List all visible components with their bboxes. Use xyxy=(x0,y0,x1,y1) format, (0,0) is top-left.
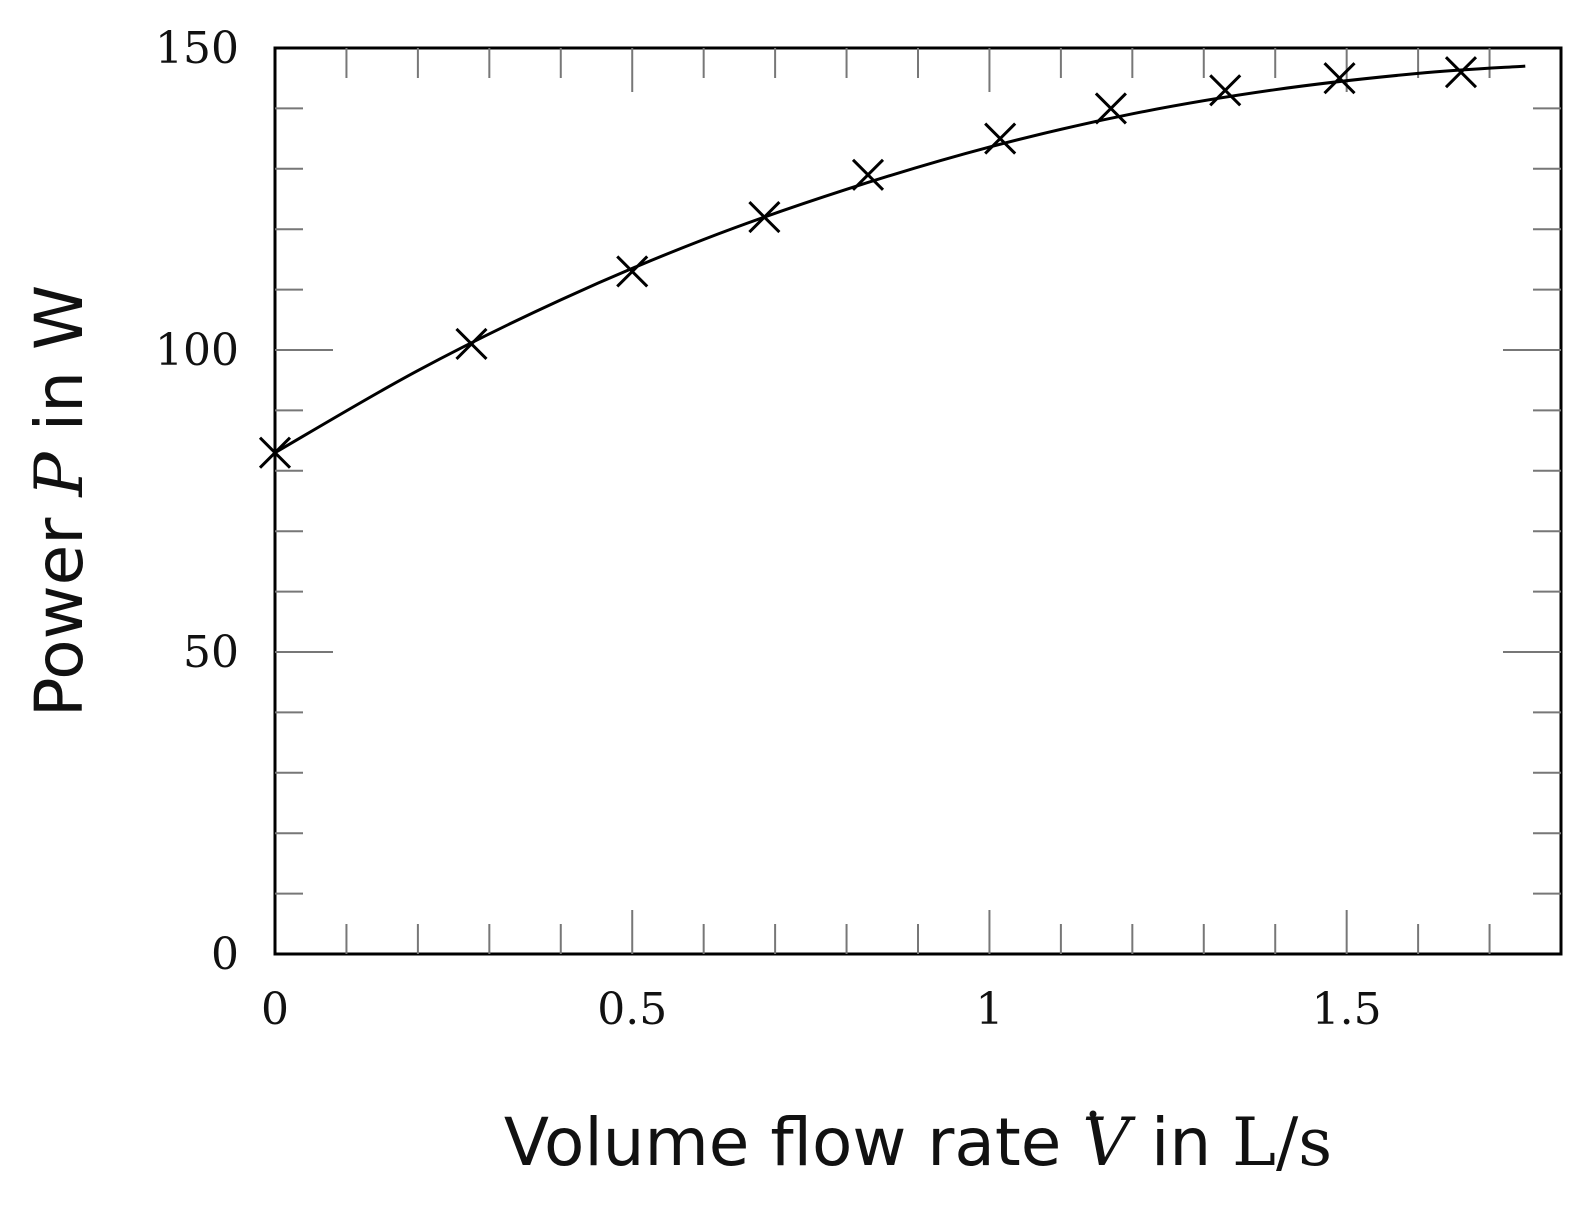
x-tick-label: 0 xyxy=(261,984,289,1035)
y-tick-label: 0 xyxy=(211,929,239,980)
x-axis-title: Volume flow rate V in L/s xyxy=(504,1104,1332,1181)
x-tick-label: 1.5 xyxy=(1312,984,1382,1035)
y-axis-title-prefix: Power xyxy=(21,497,98,718)
x-axis-title-prefix: Volume flow rate xyxy=(504,1104,1082,1181)
data-point-marker xyxy=(1323,62,1356,95)
x-axis-title-symbol-dot xyxy=(1089,1110,1097,1118)
data-point-marker xyxy=(455,327,488,361)
y-tick-label: 150 xyxy=(155,23,239,74)
y-axis-title: Power P in W xyxy=(21,285,98,717)
x-axis-title-unit: L/s xyxy=(1232,1104,1332,1181)
series xyxy=(258,56,1526,469)
data-point-marker xyxy=(1209,74,1242,107)
y-tick-label: 100 xyxy=(155,325,239,376)
y-tick-label: 50 xyxy=(183,627,239,678)
y-axis-title-symbol: P xyxy=(21,451,98,498)
data-point-marker xyxy=(984,122,1017,155)
data-point-marker xyxy=(258,436,292,469)
x-tick-label: 0.5 xyxy=(597,984,667,1035)
x-tick-label: 1 xyxy=(975,984,1003,1035)
y-axis-title-suffix: in W xyxy=(21,285,98,452)
fit-curve xyxy=(274,64,1526,454)
plot-frame xyxy=(273,46,1563,956)
x-axis-title-middle: in xyxy=(1130,1104,1232,1181)
data-point-marker xyxy=(1444,56,1478,89)
data-point-marker xyxy=(1094,92,1127,125)
data-point-marker xyxy=(851,158,885,191)
tick-labels: 0 0.5 1 1.5 0 50 100 150 xyxy=(155,23,1382,1035)
data-point-marker xyxy=(748,201,781,234)
data-point-marker xyxy=(616,255,649,288)
ticks xyxy=(275,48,1561,954)
